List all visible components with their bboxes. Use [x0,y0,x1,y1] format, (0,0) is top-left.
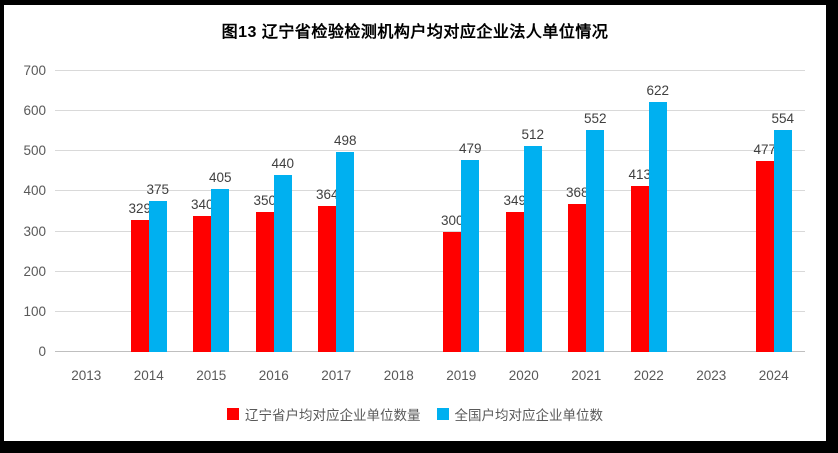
data-label-national-2020: 512 [521,127,545,143]
x-axis-label-2024: 2024 [758,368,789,383]
legend-item-national: 全国户均对应企业单位数 [436,404,604,424]
x-axis-label-2015: 2015 [196,368,227,383]
data-label-liaoning-2022: 413 [628,167,652,183]
legend-swatch-national [436,408,449,420]
data-label-national-2017: 498 [333,133,357,149]
data-label-national-2022: 622 [646,83,670,99]
y-axis-label-500: 500 [23,143,46,159]
plot-area: 329 340 350 364 300 349 368 413 477 375 405 440 498 4… [55,70,805,352]
data-label-liaoning-2024: 477 [753,141,777,157]
x-axis-label-2018: 2018 [383,368,414,383]
bar-national-2014 [148,201,167,352]
y-axis-label-0: 0 [38,344,46,359]
legend-item-liaoning: 辽宁省户均对应企业单位数量 [227,404,421,424]
bar-liaoning-2020 [505,211,524,352]
axis-baseline [55,351,805,352]
data-label-national-2019: 479 [458,140,482,156]
data-label-national-2021: 552 [583,111,607,127]
x-axis-label-2023: 2023 [696,368,727,383]
bar-liaoning-2017 [318,205,337,352]
bar-national-2019 [461,159,480,352]
bar-national-2016 [273,175,292,352]
legend-label-national: 全国户均对应企业单位数 [454,408,604,423]
data-label-national-2024: 554 [771,110,795,126]
gridline-700 [55,70,805,71]
bar-national-2021 [586,130,605,352]
bar-liaoning-2015 [193,215,212,352]
data-label-liaoning-2019: 300 [440,212,464,228]
bar-liaoning-2024 [755,160,774,352]
x-axis-label-2013: 2013 [71,368,102,383]
bar-national-2015 [211,189,230,352]
y-axis-label-200: 200 [23,263,46,279]
data-label-liaoning-2014: 329 [128,200,152,216]
bar-liaoning-2019 [443,231,462,352]
data-label-national-2015: 405 [208,170,232,186]
data-label-liaoning-2016: 350 [253,192,277,208]
legend-swatch-liaoning [227,408,239,420]
y-axis-label-100: 100 [23,303,46,319]
bar-national-2020 [523,146,542,352]
x-axis-label-2014: 2014 [133,368,164,383]
bar-liaoning-2022 [630,186,649,352]
bar-national-2024 [773,129,792,352]
y-axis-label-400: 400 [23,183,46,199]
x-axis-label-2017: 2017 [321,368,352,383]
x-axis-label-2020: 2020 [508,368,539,383]
y-axis-label-700: 700 [23,63,46,78]
bar-national-2022 [648,102,667,352]
x-axis-label-2022: 2022 [633,368,664,383]
legend-label-liaoning: 辽宁省户均对应企业单位数量 [245,408,421,423]
y-axis-label-600: 600 [23,103,46,119]
y-axis-label-300: 300 [23,223,46,239]
gridline-600 [55,110,805,112]
bar-liaoning-2021 [568,204,587,352]
x-axis-label-2016: 2016 [258,368,289,383]
legend: 辽宁省户均对应企业单位数量 全国户均对应企业单位数 [4,404,826,424]
gridline-100 [55,310,805,312]
bar-liaoning-2014 [130,219,149,352]
gridline-300 [55,230,805,232]
data-label-national-2014: 375 [146,182,170,198]
data-label-liaoning-2017: 364 [315,186,339,202]
bar-national-2017 [336,152,355,352]
data-label-national-2016: 440 [271,156,295,172]
gridline-200 [55,270,805,272]
data-label-liaoning-2015: 340 [190,196,214,212]
x-axis-label-2021: 2021 [571,368,602,383]
data-label-liaoning-2020: 349 [503,192,527,208]
gridline-500 [55,150,805,152]
data-label-liaoning-2021: 368 [565,185,589,201]
bar-liaoning-2016 [255,211,274,352]
x-axis-label-2019: 2019 [446,368,477,383]
chart-title: 图13 辽宁省检验检测机构户均对应企业法人单位情况 [221,24,609,41]
gridline-400 [55,190,805,192]
